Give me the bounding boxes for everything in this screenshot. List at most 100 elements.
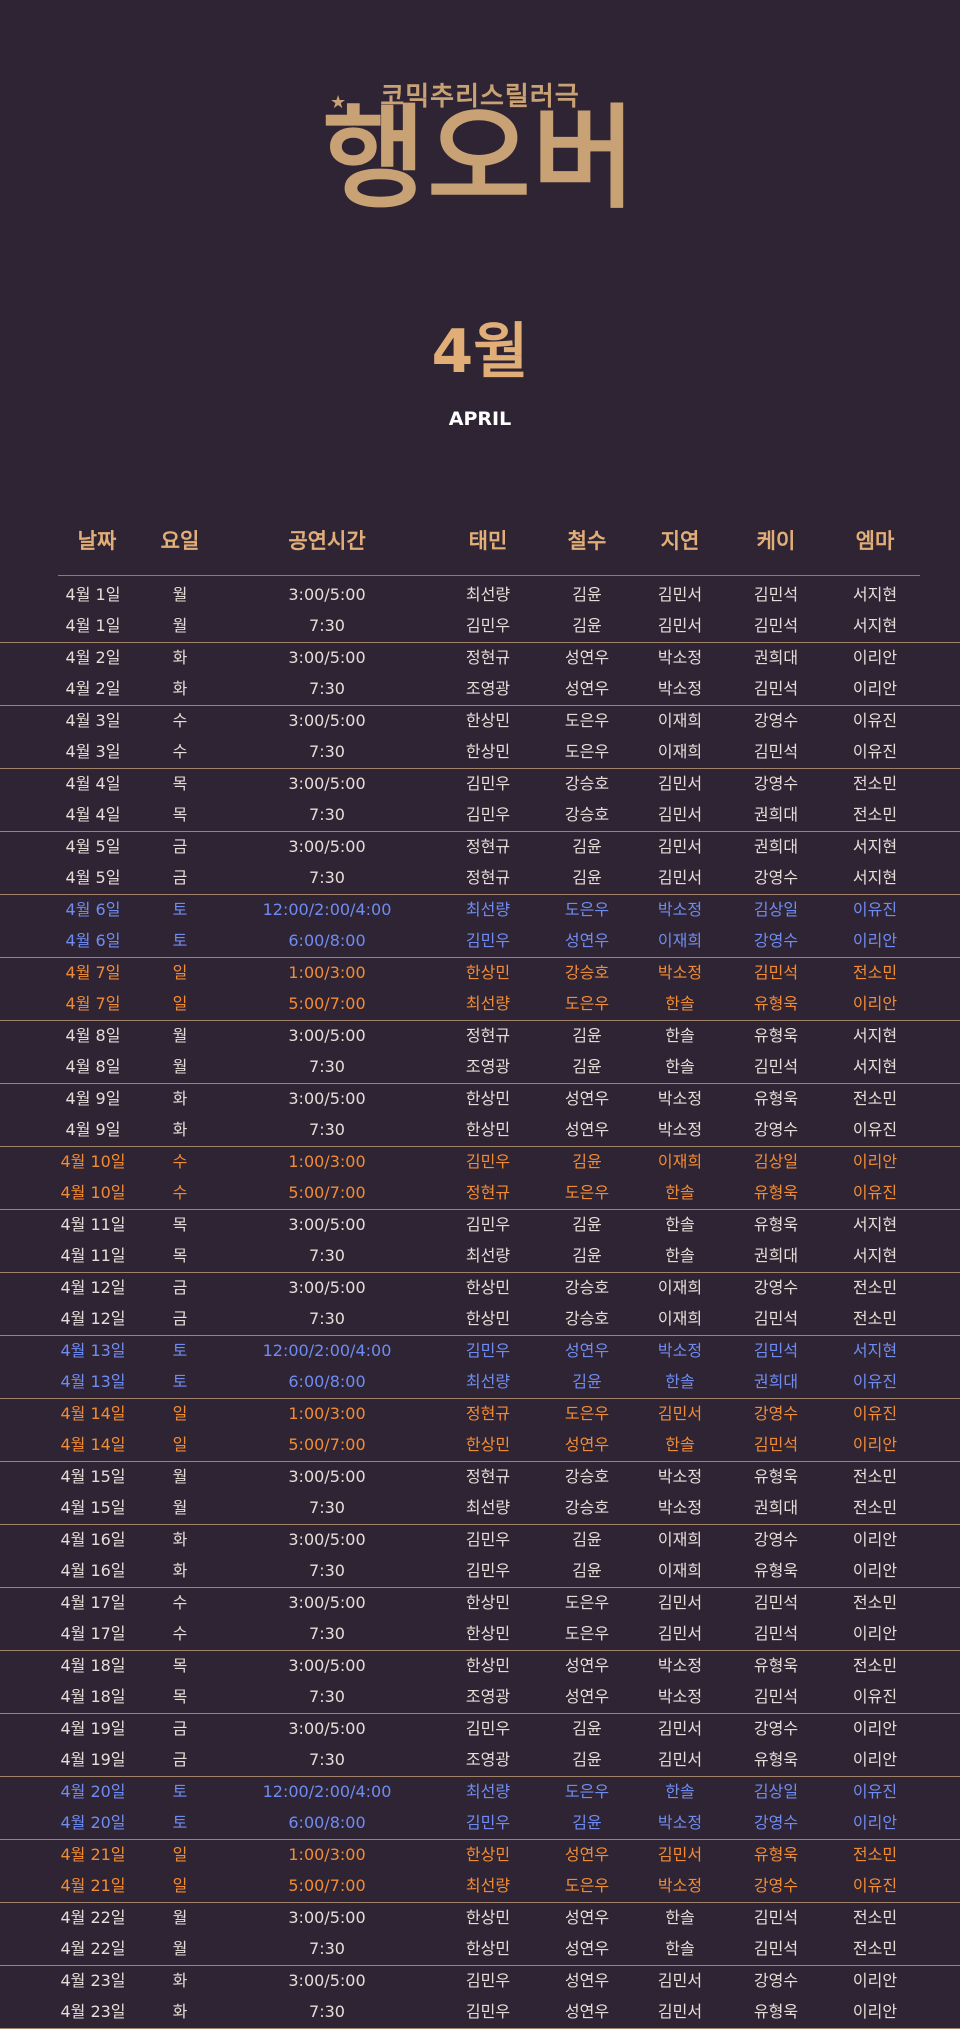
month-title: 4월 bbox=[431, 317, 529, 387]
cell-cheolsu: 도은우 bbox=[564, 1183, 610, 1202]
poster-header: 코믹추리스릴러극 ★ 행오버 4월 APRIL bbox=[0, 0, 960, 470]
cell-cheolsu: 김윤 bbox=[572, 585, 602, 604]
cell-kei: 김상일 bbox=[753, 900, 799, 919]
cell-weekday: 목 bbox=[172, 1215, 188, 1234]
cell-taemin: 최선량 bbox=[465, 1876, 511, 1895]
cell-date: 4월 23일 bbox=[60, 2002, 126, 2021]
cell-taemin: 최선량 bbox=[465, 585, 511, 604]
cell-emma: 이리안 bbox=[852, 1719, 898, 1738]
cell-kei: 강영수 bbox=[753, 1278, 799, 1297]
cell-kei: 강영수 bbox=[753, 1813, 799, 1832]
cell-date: 4월 1일 bbox=[65, 585, 121, 604]
schedule-table-header: 날짜 요일 공연시간 태민 철수 지연 케이 엠마 bbox=[0, 525, 960, 565]
cell-cheolsu: 도은우 bbox=[564, 1624, 610, 1643]
cell-kei: 유형욱 bbox=[753, 1183, 799, 1202]
cell-showtime: 6:00/8:00 bbox=[288, 931, 366, 950]
table-row: 4월 22일 월 7:30 한상민 성연우 한솔 김민석 전소민 bbox=[0, 1934, 960, 1966]
cell-cheolsu: 강승호 bbox=[564, 1309, 610, 1328]
cell-jiyeon: 김민서 bbox=[657, 1750, 703, 1769]
column-header-date: 날짜 bbox=[77, 529, 117, 553]
cell-kei: 김민석 bbox=[753, 1593, 799, 1612]
cell-jiyeon: 한솔 bbox=[665, 1939, 695, 1958]
cell-emma: 이유진 bbox=[852, 900, 898, 919]
cell-taemin: 조영광 bbox=[465, 1057, 511, 1076]
cell-emma: 이유진 bbox=[852, 711, 898, 730]
cell-date: 4월 1일 bbox=[65, 616, 121, 635]
cell-jiyeon: 한솔 bbox=[665, 1782, 695, 1801]
cell-cheolsu: 도은우 bbox=[564, 1593, 610, 1612]
cell-jiyeon: 김민서 bbox=[657, 2002, 703, 2021]
cell-showtime: 3:00/5:00 bbox=[288, 648, 366, 667]
cell-date: 4월 21일 bbox=[60, 1876, 126, 1895]
cell-showtime: 3:00/5:00 bbox=[288, 837, 366, 856]
cell-weekday: 토 bbox=[172, 1813, 188, 1832]
cell-showtime: 3:00/5:00 bbox=[288, 1089, 366, 1108]
cell-cheolsu: 도은우 bbox=[564, 1876, 610, 1895]
cell-emma: 이리안 bbox=[852, 1624, 898, 1643]
cell-taemin: 한상민 bbox=[465, 711, 511, 730]
cell-showtime: 6:00/8:00 bbox=[288, 1813, 366, 1832]
cell-emma: 전소민 bbox=[852, 1593, 898, 1612]
cell-weekday: 월 bbox=[172, 1026, 188, 1045]
cell-weekday: 금 bbox=[172, 1719, 188, 1738]
cell-emma: 이리안 bbox=[852, 1750, 898, 1769]
cell-cheolsu: 성연우 bbox=[564, 1120, 610, 1139]
cell-date: 4월 3일 bbox=[65, 742, 121, 761]
cell-weekday: 금 bbox=[172, 1278, 188, 1297]
cell-weekday: 수 bbox=[172, 1183, 188, 1202]
cell-taemin: 조영광 bbox=[465, 1750, 511, 1769]
cell-kei: 유형욱 bbox=[753, 994, 799, 1013]
cell-kei: 권희대 bbox=[753, 648, 799, 667]
cell-jiyeon: 김민서 bbox=[657, 837, 703, 856]
cell-weekday: 화 bbox=[172, 2002, 188, 2021]
cell-taemin: 한상민 bbox=[465, 1939, 511, 1958]
cell-taemin: 조영광 bbox=[465, 1687, 511, 1706]
cell-cheolsu: 강승호 bbox=[564, 774, 610, 793]
cell-jiyeon: 김민서 bbox=[657, 1404, 703, 1423]
cell-showtime: 7:30 bbox=[309, 2002, 345, 2021]
cell-weekday: 화 bbox=[172, 679, 188, 698]
cell-kei: 강영수 bbox=[753, 774, 799, 793]
cell-emma: 이유진 bbox=[852, 1782, 898, 1801]
table-row: 4월 3일 수 3:00/5:00 한상민 도은우 이재희 강영수 이유진 bbox=[0, 706, 960, 737]
cell-showtime: 7:30 bbox=[309, 805, 345, 824]
cell-jiyeon: 이재희 bbox=[657, 1530, 703, 1549]
cell-weekday: 금 bbox=[172, 868, 188, 887]
cell-jiyeon: 박소정 bbox=[657, 1467, 703, 1486]
cell-showtime: 7:30 bbox=[309, 1120, 345, 1139]
table-row: 4월 2일 화 3:00/5:00 정현규 성연우 박소정 권희대 이리안 bbox=[0, 643, 960, 674]
cell-kei: 김민석 bbox=[753, 1939, 799, 1958]
cell-kei: 김민석 bbox=[753, 1057, 799, 1076]
cell-date: 4월 18일 bbox=[60, 1656, 126, 1675]
cell-kei: 유형욱 bbox=[753, 1026, 799, 1045]
cell-taemin: 한상민 bbox=[465, 1278, 511, 1297]
cell-emma: 서지현 bbox=[852, 1341, 898, 1360]
cell-date: 4월 8일 bbox=[65, 1057, 121, 1076]
cell-kei: 유형욱 bbox=[753, 1845, 799, 1864]
cell-jiyeon: 박소정 bbox=[657, 648, 703, 667]
cell-showtime: 3:00/5:00 bbox=[288, 1593, 366, 1612]
cell-date: 4월 19일 bbox=[60, 1750, 126, 1769]
cell-kei: 강영수 bbox=[753, 1530, 799, 1549]
cell-kei: 김민석 bbox=[753, 1908, 799, 1927]
cell-jiyeon: 김민서 bbox=[657, 1971, 703, 1990]
cell-date: 4월 10일 bbox=[60, 1152, 126, 1171]
cell-weekday: 월 bbox=[172, 1939, 188, 1958]
table-row: 4월 20일 토 6:00/8:00 김민우 김윤 박소정 강영수 이리안 bbox=[0, 1808, 960, 1840]
table-row: 4월 13일 토 12:00/2:00/4:00 김민우 성연우 박소정 김민석 서지현 bbox=[0, 1336, 960, 1367]
cell-cheolsu: 성연우 bbox=[564, 1908, 610, 1927]
table-row: 4월 6일 토 12:00/2:00/4:00 최선량 도은우 박소정 김상일 이유진 bbox=[0, 895, 960, 926]
cell-emma: 전소민 bbox=[852, 1939, 898, 1958]
cell-cheolsu: 도은우 bbox=[564, 994, 610, 1013]
table-top-divider bbox=[58, 575, 920, 576]
cell-showtime: 3:00/5:00 bbox=[288, 1971, 366, 1990]
cell-jiyeon: 이재희 bbox=[657, 742, 703, 761]
cell-cheolsu: 김윤 bbox=[572, 1215, 602, 1234]
cell-taemin: 최선량 bbox=[465, 1246, 511, 1265]
cell-jiyeon: 한솔 bbox=[665, 1908, 695, 1927]
cell-date: 4월 15일 bbox=[60, 1467, 126, 1486]
cell-cheolsu: 김윤 bbox=[572, 616, 602, 635]
cell-weekday: 일 bbox=[172, 1404, 188, 1423]
cell-emma: 이리안 bbox=[852, 994, 898, 1013]
cell-jiyeon: 이재희 bbox=[657, 1561, 703, 1580]
